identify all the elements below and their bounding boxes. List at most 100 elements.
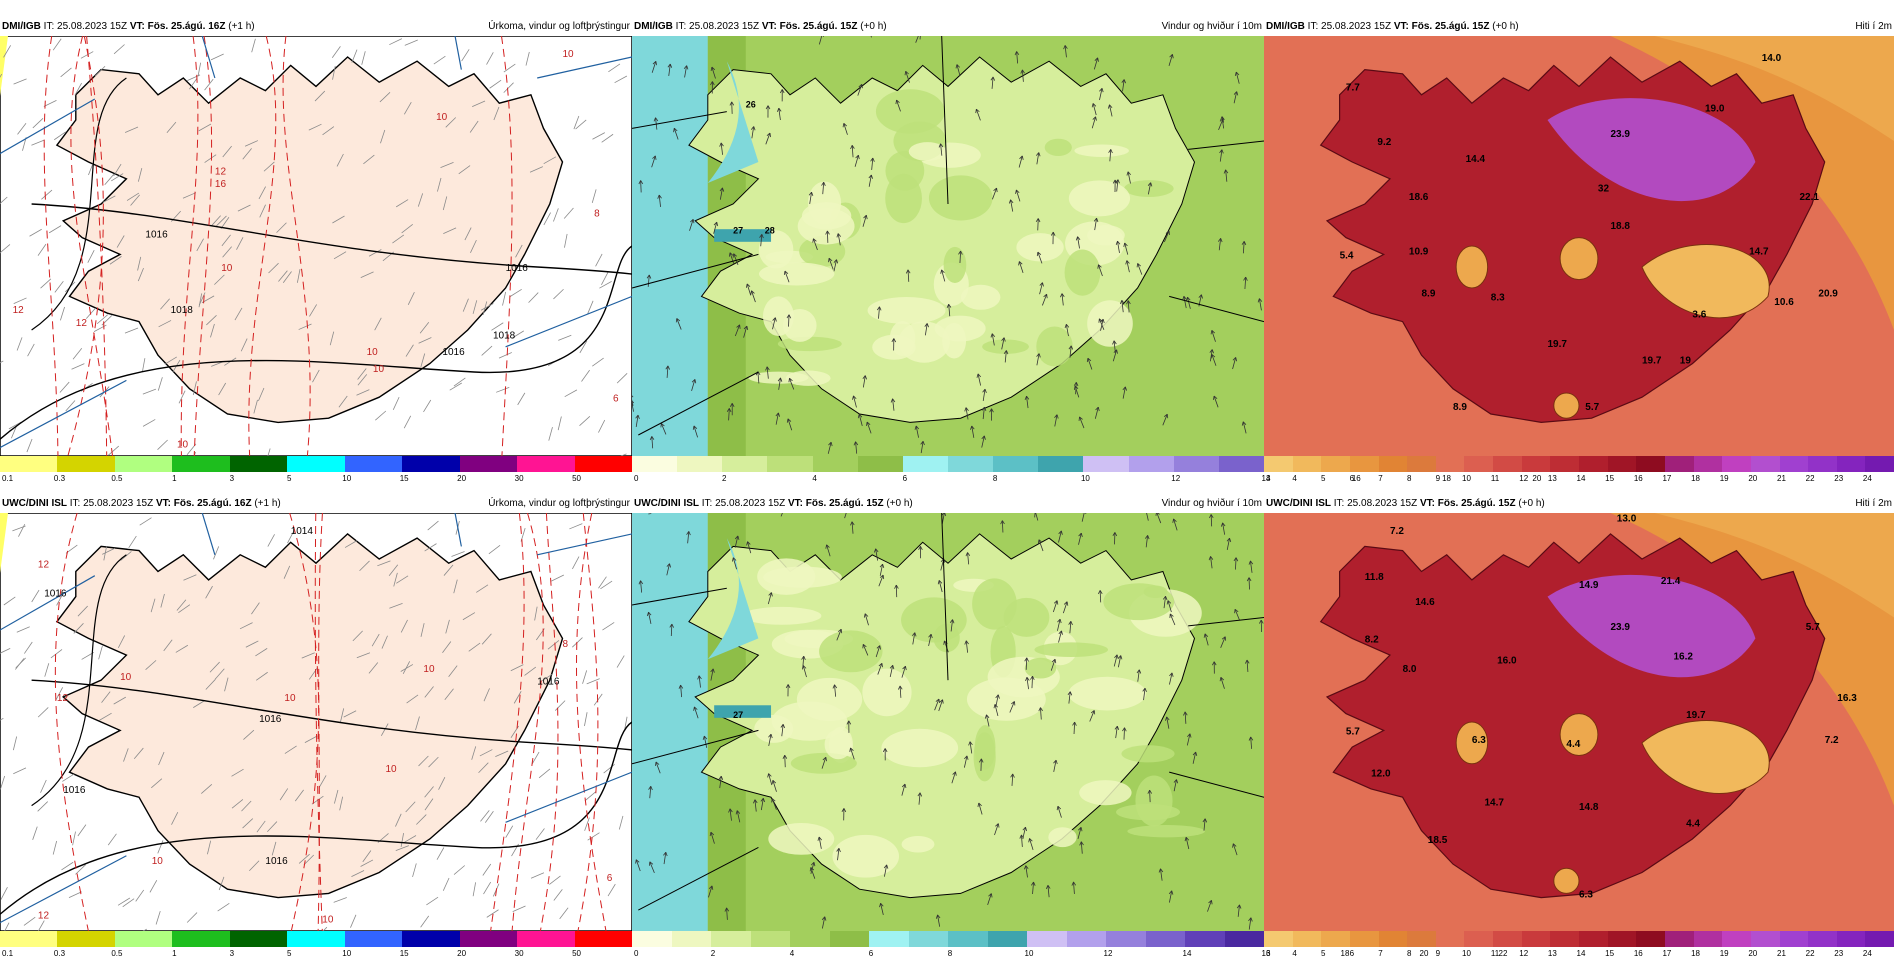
- legend-swatch: [909, 931, 949, 947]
- model-name: UWC/DINI ISL: [634, 498, 699, 509]
- map-value-label: 23.9: [1611, 622, 1631, 633]
- map-value-label: 10: [386, 764, 398, 775]
- map-wind[interactable]: 27: [632, 513, 1264, 931]
- init-time: IT: 25.08.2023 15Z: [1308, 21, 1391, 32]
- legend-swatch: [632, 456, 677, 472]
- map-value-label: 10: [221, 263, 233, 274]
- forecast-panel-precip: UWC/DINI ISL IT: 25.08.2023 15Z VT: Fös.…: [0, 497, 632, 963]
- legend-tick-label: 24: [1863, 473, 1872, 485]
- legend-tick-label: 21: [1777, 473, 1786, 485]
- legend-tick-label: 20: [1748, 473, 1757, 485]
- legend-swatch: [1293, 931, 1322, 947]
- legend-tick-label: 5: [1321, 473, 1325, 485]
- legend-tick-label: 6: [1350, 473, 1354, 485]
- map-value-label: 22.1: [1800, 192, 1820, 203]
- legend-swatch: [402, 456, 459, 472]
- legend-tick-label: 5: [287, 473, 291, 485]
- map-value-label: 8.9: [1422, 288, 1436, 299]
- legend-swatch: [0, 456, 57, 472]
- legend-swatch: [1808, 931, 1837, 947]
- legend-swatch: [790, 931, 830, 947]
- legend-swatch: [1608, 456, 1637, 472]
- map-value-label: 8.3: [1491, 293, 1505, 304]
- map-canvas[interactable]: 1212101010108101012101410161016101610161…: [0, 513, 632, 931]
- map-value-label: 7.7: [1346, 83, 1360, 94]
- legend-tick-label: 8: [993, 473, 997, 485]
- legend-tick-label: 3: [1266, 473, 1270, 485]
- legend-swatch: [1550, 456, 1579, 472]
- map-value-label: 5.4: [1340, 251, 1354, 262]
- legend-swatch: [1780, 456, 1809, 472]
- legend-tick-label: 14: [1577, 473, 1586, 485]
- legend-swatch: [988, 931, 1028, 947]
- map-value-label: 14.0: [1762, 53, 1782, 64]
- map-value-label: 10: [284, 693, 296, 704]
- map-value-label: 10: [423, 664, 435, 675]
- map-value-label: 18.5: [1428, 835, 1448, 846]
- map-canvas[interactable]: 14.07.79.219.023.914.43222.118.618.810.9…: [1264, 36, 1894, 456]
- legend-swatch: [1493, 456, 1522, 472]
- legend-tick-label: 20: [457, 473, 466, 485]
- map-value-label: 14.7: [1749, 246, 1769, 257]
- legend-swatch: [1837, 456, 1866, 472]
- panel-title: Úrkoma, vindur og loftþrýstingur: [488, 20, 630, 34]
- legend-tick-label: 7: [1378, 473, 1382, 485]
- valid-time: VT: Fös. 25.ágú. 15Z: [762, 21, 858, 32]
- init-time: IT: 25.08.2023 15Z: [70, 498, 153, 509]
- legend-swatch: [948, 456, 993, 472]
- map-value-label: 8.9: [1453, 402, 1467, 413]
- legend-color-bar: [632, 456, 1264, 472]
- legend-swatch: [115, 456, 172, 472]
- map-canvas[interactable]: 13.07.211.814.621.414.923.95.78.28.016.0…: [1264, 513, 1894, 931]
- legend-tick-label: 50: [572, 473, 581, 485]
- map-canvas[interactable]: 1010121210101210861016101610181018101616…: [0, 36, 632, 456]
- panel-header: DMI/IGB IT: 25.08.2023 15Z VT: Fös. 25.á…: [1264, 20, 1894, 34]
- legend-swatch: [1321, 456, 1350, 472]
- legend-tick-label: 0.5: [111, 473, 122, 485]
- map-value-label: 20.9: [1818, 288, 1838, 299]
- map-value-label: 1016: [537, 676, 560, 687]
- model-name: DMI/IGB: [634, 21, 673, 32]
- map-value-label: 8: [563, 639, 569, 650]
- map-value-label: 23.9: [1611, 129, 1631, 140]
- legend-swatch: [1174, 456, 1219, 472]
- map-value-label: 10: [322, 915, 334, 926]
- legend-swatch: [460, 931, 517, 947]
- map-value-label: 5.7: [1585, 402, 1599, 413]
- model-name: UWC/DINI ISL: [1266, 498, 1331, 509]
- map-value-label: 8.0: [1403, 664, 1417, 675]
- forecast-panel-wind: DMI/IGB IT: 25.08.2023 15Z VT: Fös. 25.á…: [632, 20, 1264, 488]
- legend-swatch: [1865, 931, 1894, 947]
- map-value-label: 14.7: [1485, 798, 1505, 809]
- legend-swatch: [1780, 931, 1809, 947]
- map-value-label: 13.0: [1617, 513, 1637, 524]
- init-time: IT: 25.08.2023 15Z: [676, 21, 759, 32]
- legend-swatch: [1436, 456, 1465, 472]
- map-canvas[interactable]: 27: [632, 513, 1264, 931]
- map-value-label: 12: [57, 693, 69, 704]
- legend-swatch: [575, 931, 632, 947]
- map-value-label: 1016: [506, 263, 529, 274]
- legend-tick-label: 10: [1462, 473, 1471, 485]
- legend-swatch: [1464, 456, 1493, 472]
- map-value-label: 32: [1598, 183, 1610, 194]
- panel-title: Vindur og hviður í 10m: [1162, 497, 1262, 511]
- map-value-label: 16.3: [1837, 693, 1857, 704]
- panel-header: UWC/DINI ISL IT: 25.08.2023 15Z VT: Fös.…: [1264, 497, 1894, 511]
- legend-swatch: [1464, 931, 1493, 947]
- legend-swatch: [1027, 931, 1067, 947]
- map-value-label: 14.9: [1579, 580, 1599, 591]
- legend-swatch: [1225, 931, 1265, 947]
- legend-tick-label: 12: [1519, 473, 1528, 485]
- legend-swatch: [1550, 931, 1579, 947]
- map-value-label: 21.4: [1661, 576, 1681, 587]
- legend-swatch: [1407, 931, 1436, 947]
- map-value-label: 10: [120, 672, 132, 683]
